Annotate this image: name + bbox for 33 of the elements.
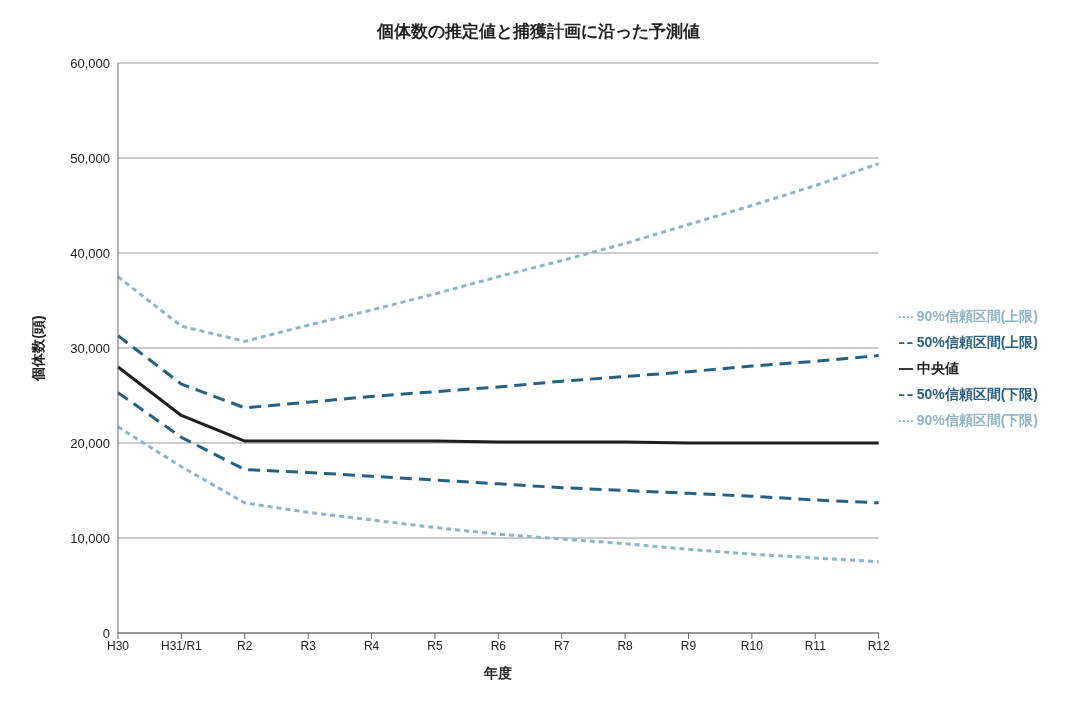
chart-title: 個体数の推定値と捕獲計画に沿った予測値 — [375, 21, 701, 43]
x-tick-label: R5 — [427, 638, 443, 653]
x-tick-label: H30 — [106, 638, 130, 653]
line-series — [116, 334, 881, 410]
x-tick-label: R4 — [363, 638, 380, 653]
line-series — [116, 425, 881, 564]
y-tick-label: 40,000 — [70, 245, 110, 261]
x-tick-label: R9 — [680, 638, 697, 653]
legend-label: 50%信頼区間(上限) — [916, 334, 1038, 350]
y-tick-label: 10,000 — [70, 530, 110, 546]
x-axis-title: 年度 — [483, 665, 513, 681]
line-series — [116, 365, 881, 445]
x-tick-label: R10 — [740, 638, 764, 653]
line-series — [116, 391, 881, 505]
line-series — [116, 162, 881, 343]
x-tick-label: R12 — [867, 638, 890, 653]
y-axis-title: 個体数(頭) — [29, 315, 46, 382]
legend-label: 中央値 — [916, 360, 959, 376]
legend-label: 90%信頼区間(上限) — [916, 308, 1038, 324]
legend-label: 90%信頼区間(下限) — [916, 412, 1038, 428]
x-tick-label: R2 — [237, 638, 253, 653]
y-tick-label: 30,000 — [70, 340, 110, 356]
legend-label: 50%信頼区間(下限) — [916, 386, 1038, 402]
y-tick-label: 0 — [102, 625, 110, 641]
y-tick-label: 20,000 — [70, 435, 110, 451]
y-tick-label: 50,000 — [70, 150, 110, 166]
x-tick-label: R11 — [804, 638, 827, 653]
y-tick-label: 60,000 — [70, 55, 110, 71]
x-tick-label: R8 — [617, 638, 634, 653]
x-tick-label: R6 — [490, 638, 507, 653]
x-tick-label: R7 — [554, 638, 570, 653]
x-tick-label: H31/R1 — [161, 638, 203, 653]
x-tick-label: R3 — [300, 638, 317, 653]
